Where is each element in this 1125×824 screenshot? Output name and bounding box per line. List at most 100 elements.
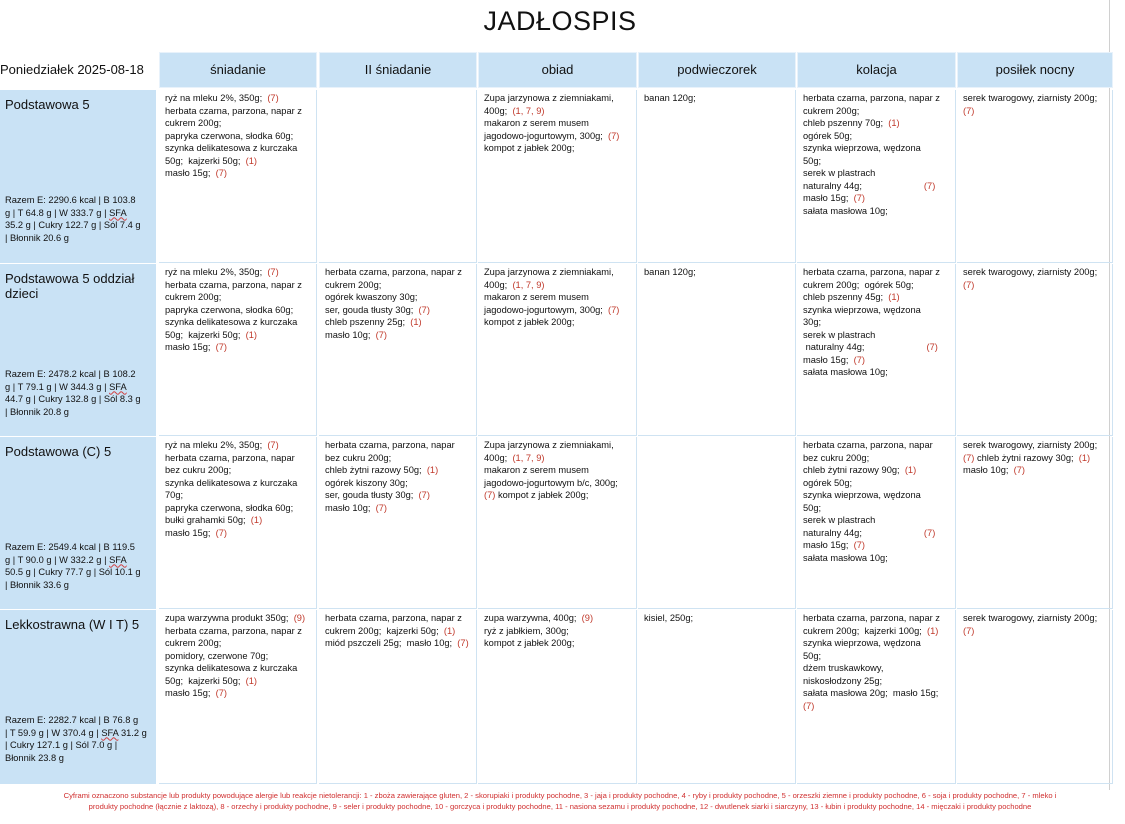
meal-item-text: bez cukru 200g;: [325, 452, 392, 463]
meal-item-text: szynka wieprzowa, wędzona: [803, 304, 921, 315]
meal-item-line: zupa warzywna, 400g; (9): [484, 612, 633, 625]
meal-item-line: cukrem 200g;: [803, 105, 952, 118]
nutrition-summary: Razem E: 2549.4 kcal | B 119.5 g | T 90.0…: [5, 541, 153, 591]
meal-item-line: cukrem 200g;: [165, 117, 313, 130]
meal-cell: herbata czarna, parzona, napar z cukrem 2…: [319, 264, 477, 436]
allergen-code: (7): [375, 329, 388, 340]
meal-item-line: chleb żytni razowy 50g; (1): [325, 464, 473, 477]
meal-cell: herbata czarna, parzona, napar bez cukru …: [797, 437, 956, 609]
meal-item-line: 50g;: [803, 650, 952, 663]
allergen-code: (7): [215, 527, 228, 538]
allergen-code: (7): [608, 304, 620, 315]
meal-cell: [638, 437, 796, 609]
meal-item-text: bez cukru 200g;: [803, 452, 870, 463]
meal-item-line: banan 120g;: [644, 266, 792, 279]
meal-cell: serek twarogowy, ziarnisty 200g; (7): [957, 264, 1113, 436]
meal-item-line: herbata czarna, parzona, napar z: [165, 105, 313, 118]
meal-item-line: pomidory, czerwone 70g;: [165, 650, 313, 663]
meal-item-text: zupa warzywna produkt 350g;: [165, 613, 294, 623]
meal-item-line: szynka delikatesowa z kurczaka: [165, 142, 313, 155]
meal-item-line: masło 15g; (7): [165, 167, 313, 180]
meal-item-text: cukrem 200g;: [803, 105, 860, 116]
meal-item-text: ogórek 50g;: [803, 477, 853, 488]
allergen-code: (7): [923, 527, 936, 538]
meal-item-text: makaron z serem musem: [484, 465, 589, 475]
meal-item-text: szynka wieprzowa, wędzona: [803, 490, 921, 500]
allergen-code: (7): [457, 638, 469, 648]
meal-item-line: ryż z jabłkiem, 300g;: [484, 625, 633, 638]
meal-item-text: cukrem 200g;: [165, 118, 222, 128]
meal-item-text: ogórek kiszony 30g;: [325, 477, 408, 488]
meal-item-text: szynka wieprzowa, wędzona: [803, 143, 921, 153]
meal-item-text: herbata czarna, parzona, napar z: [803, 613, 940, 623]
meal-item-line: (7) chleb żytni razowy 30g; (1): [963, 452, 1109, 465]
meal-cell: herbata czarna, parzona, napar z cukrem 2…: [797, 90, 956, 263]
meal-item-line: herbata czarna, parzona, napar z: [803, 612, 952, 625]
meal-item-text: jagodowo-jogurtowym, 300g;: [484, 304, 609, 315]
meal-item-text: Zupa jarzynowa z ziemniakami,: [484, 93, 614, 103]
meal-item-text: serek w plastrach: [803, 515, 876, 525]
meal-item-line: bułki grahamki 50g; (1): [165, 514, 313, 527]
meal-item-text: niskosłodzony 25g;: [803, 675, 883, 686]
meal-item-text: herbata czarna, parzona, napar z: [803, 93, 940, 103]
meal-item-line: niskosłodzony 25g;: [803, 675, 952, 688]
column-header: obiad: [478, 52, 637, 88]
meal-item-text: masło 15g;: [165, 342, 216, 352]
diet-row-header: Podstawowa 5 oddział dzieci Razem E: 2478…: [0, 264, 156, 436]
meal-item-line: 50g;: [803, 502, 952, 515]
meal-item-line: sałata masłowa 20g; masło 15g;: [803, 687, 952, 700]
meal-item-line: zupa warzywna produkt 350g; (9): [165, 612, 313, 625]
meal-item-line: (7): [963, 105, 1109, 118]
sfa-label: SFA: [109, 381, 127, 392]
nutrition-summary: Razem E: 2282.7 kcal | B 76.8 g | T 59.9 …: [5, 714, 153, 764]
meal-item-text: 400g;: [484, 452, 513, 463]
meal-item-text: serek w plastrach: [803, 168, 876, 178]
summary-line: Błonnik 23.8 g: [5, 752, 64, 763]
allergen-code: (1): [443, 625, 456, 636]
meal-item-text: jagodowo-jogurtowym b/c, 300g;: [484, 477, 618, 488]
meal-item-line: Zupa jarzynowa z ziemniakami,: [484, 266, 633, 279]
meal-item-line: sałata masłowa 10g;: [803, 205, 952, 218]
meal-cell: serek twarogowy, ziarnisty 200g; (7) chle…: [957, 437, 1113, 609]
meal-item-line: herbata czarna, parzona, napar: [803, 439, 952, 452]
meal-item-text: ryż na mleku 2%, 350g;: [165, 93, 268, 103]
meal-item-line: makaron z serem musem: [484, 291, 633, 304]
meal-cell: Zupa jarzynowa z ziemniakami, 400g; (1, 7…: [478, 437, 637, 609]
meal-item-line: szynka delikatesowa z kurczaka: [165, 316, 313, 329]
meal-item-line: 50g; kajzerki 50g; (1): [165, 155, 313, 168]
meal-item-line: bez cukru 200g;: [165, 464, 313, 477]
meal-item-line: masło 15g; (7): [165, 341, 313, 354]
meal-item-line: papryka czerwona, słodka 60g;: [165, 502, 313, 515]
meal-item-line: chleb pszenny 25g; (1): [325, 316, 473, 329]
diet-row-header: Podstawowa 5 Razem E: 2290.6 kcal | B 103…: [0, 90, 156, 263]
meal-item-text: 50g; kajzerki 50g;: [165, 155, 246, 166]
meal-item-line: sałata masłowa 10g;: [803, 552, 952, 565]
meal-cell: herbata czarna, parzona, napar z cukrem 2…: [797, 610, 956, 784]
nutrition-summary: Razem E: 2290.6 kcal | B 103.8 g | T 64.8…: [5, 194, 153, 244]
meal-item-text: 400g;: [484, 279, 513, 290]
meal-item-text: ser, gouda tłusty 30g;: [325, 490, 419, 500]
meal-item-line: Zupa jarzynowa z ziemniakami,: [484, 439, 633, 452]
meal-item-text: masło 15g;: [803, 193, 854, 203]
meal-item-text: herbata czarna, parzona, napar z: [325, 613, 462, 623]
meal-item-line: 50g; kajzerki 50g; (1): [165, 675, 313, 688]
meal-item-line: cukrem 200g;: [325, 279, 473, 292]
meal-item-line: bez cukru 200g;: [325, 452, 473, 465]
meal-item-line: jagodowo-jogurtowym, 300g; (7): [484, 304, 633, 317]
meal-item-text: szynka delikatesowa z kurczaka: [165, 477, 298, 488]
allergen-code: (1): [904, 465, 917, 475]
meal-item-text: masło 15g;: [165, 168, 216, 178]
meal-cell: Zupa jarzynowa z ziemniakami, 400g; (1, 7…: [478, 264, 637, 436]
meal-item-line: jagodowo-jogurtowym b/c, 300g;: [484, 477, 633, 490]
meal-item-text: szynka delikatesowa z kurczaka: [165, 663, 298, 673]
allergen-code: (1): [250, 515, 263, 525]
allergen-code: (7): [853, 540, 866, 550]
meal-item-line: masło 15g; (7): [803, 354, 952, 367]
summary-line: g | T 90.0 g | W 332.2 g | SFA: [5, 554, 127, 565]
meal-item-text: 30g;: [803, 317, 822, 327]
allergen-code: (7): [375, 502, 388, 513]
meal-item-line: herbata czarna, parzona, napar: [325, 439, 473, 452]
column-header: posiłek nocny: [957, 52, 1113, 88]
meal-item-text: herbata czarna, parzona, napar z: [325, 267, 462, 277]
meal-item-line: chleb pszenny 45g; (1): [803, 291, 952, 304]
